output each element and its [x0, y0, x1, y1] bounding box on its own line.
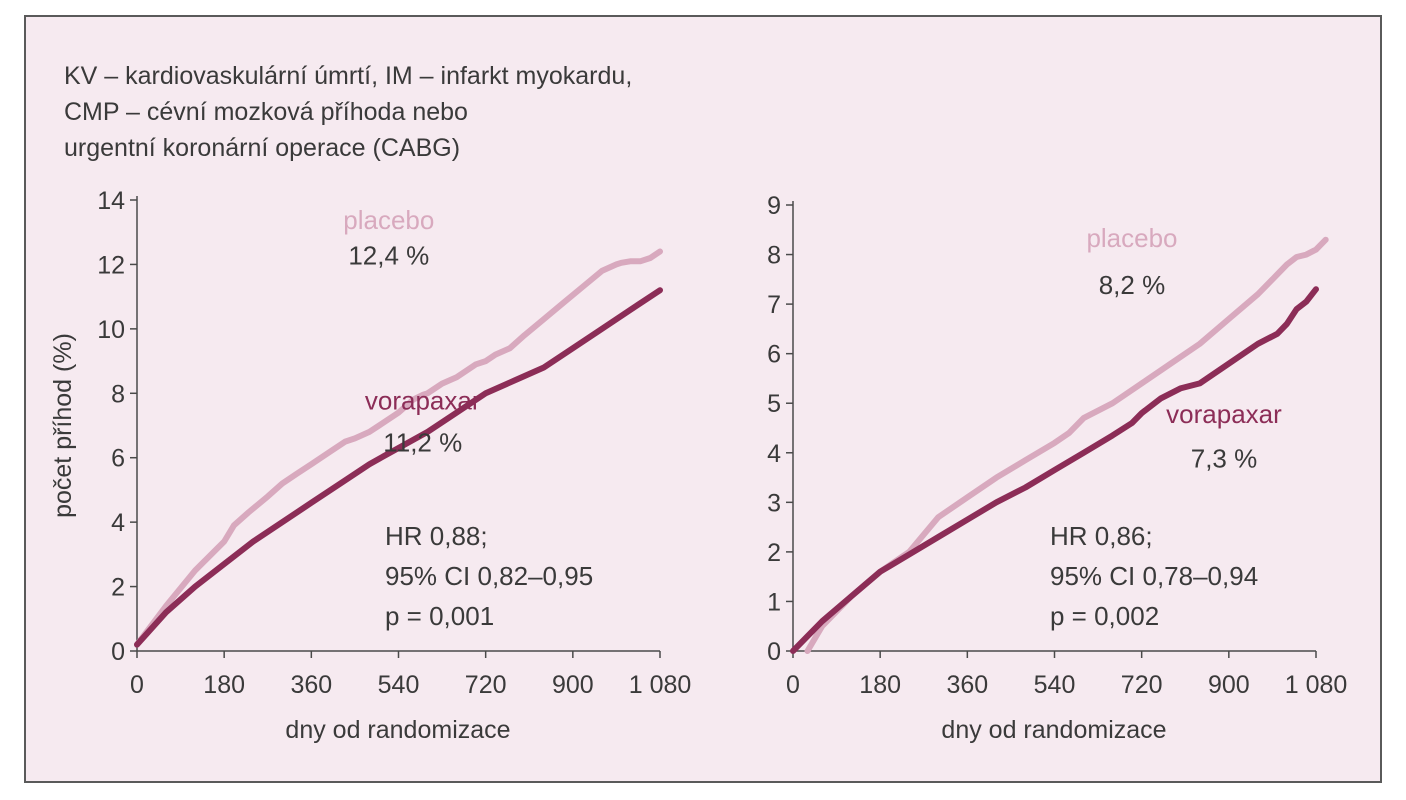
y-tick-label: 9: [767, 192, 781, 220]
stats-annotation-line: HR 0,88;: [385, 521, 488, 551]
x-axis-title: dny od randomizace: [941, 716, 1166, 744]
x-tick-label: 180: [203, 671, 245, 699]
y-tick-label: 4: [767, 440, 781, 468]
y-tick-label: 5: [767, 390, 781, 418]
series-line-placebo: [134, 248, 663, 648]
x-tick-label: 720: [465, 671, 507, 699]
y-axis-title: počet příhod (%): [49, 333, 77, 518]
x-tick-label: 1 080: [1285, 671, 1348, 699]
y-tick-label: 12: [97, 251, 125, 279]
km-curves-figure: KV – kardiovaskulární úmrtí, IM – infark…: [49, 62, 1348, 744]
series-label-placebo: placebo: [1086, 223, 1177, 253]
stats-annotation-line: p = 0,002: [1050, 601, 1159, 631]
x-tick-label: 540: [1034, 671, 1076, 699]
caption-line-1: KV – kardiovaskulární úmrtí, IM – infark…: [64, 62, 632, 90]
y-tick-label: 8: [111, 380, 125, 408]
series-value-vorapaxar: 7,3 %: [1191, 444, 1258, 474]
x-tick-label: 180: [859, 671, 901, 699]
stats-annotation-line: 95% CI 0,78–0,94: [1050, 561, 1258, 591]
y-tick-label: 3: [767, 489, 781, 517]
series-line-vorapaxar: [790, 286, 1319, 654]
y-tick-label: 4: [111, 509, 125, 537]
x-tick-label: 540: [378, 671, 420, 699]
x-tick-label: 0: [786, 671, 800, 699]
series-value-placebo: 12,4 %: [348, 240, 429, 270]
caption-line-3: urgentní koronární operace (CABG): [64, 134, 460, 162]
y-tick-label: 8: [767, 242, 781, 270]
figure-panel: KV – kardiovaskulární úmrtí, IM – infark…: [24, 15, 1382, 783]
series-line-vorapaxar: [134, 287, 663, 648]
y-tick-label: 0: [767, 638, 781, 666]
series-label-vorapaxar: vorapaxar: [365, 385, 481, 415]
x-tick-label: 900: [1208, 671, 1250, 699]
x-tick-label: 720: [1121, 671, 1163, 699]
y-tick-label: 1: [767, 588, 781, 616]
y-tick-label: 7: [767, 291, 781, 319]
stats-annotation-line: HR 0,86;: [1050, 521, 1153, 551]
y-tick-label: 10: [97, 316, 125, 344]
series-value-vorapaxar: 11,2 %: [383, 427, 462, 457]
series-label-placebo: placebo: [343, 205, 434, 235]
y-tick-label: 0: [111, 638, 125, 666]
series-label-vorapaxar: vorapaxar: [1166, 399, 1282, 429]
y-tick-label: 2: [767, 539, 781, 567]
caption-line-2: CMP – cévní mozková příhoda nebo: [64, 98, 468, 126]
y-tick-label: 6: [111, 445, 125, 473]
stats-annotation-line: p = 0,001: [385, 601, 494, 631]
x-tick-label: 360: [946, 671, 988, 699]
x-tick-label: 900: [552, 671, 594, 699]
stats-annotation-line: 95% CI 0,82–0,95: [385, 561, 593, 591]
x-axis-title: dny od randomizace: [285, 716, 510, 744]
y-tick-label: 6: [767, 341, 781, 369]
y-tick-label: 14: [97, 187, 125, 215]
series-value-placebo: 8,2 %: [1099, 270, 1166, 300]
y-tick-label: 2: [111, 574, 125, 602]
x-tick-label: 360: [290, 671, 332, 699]
x-tick-label: 0: [130, 671, 144, 699]
x-tick-label: 1 080: [629, 671, 692, 699]
